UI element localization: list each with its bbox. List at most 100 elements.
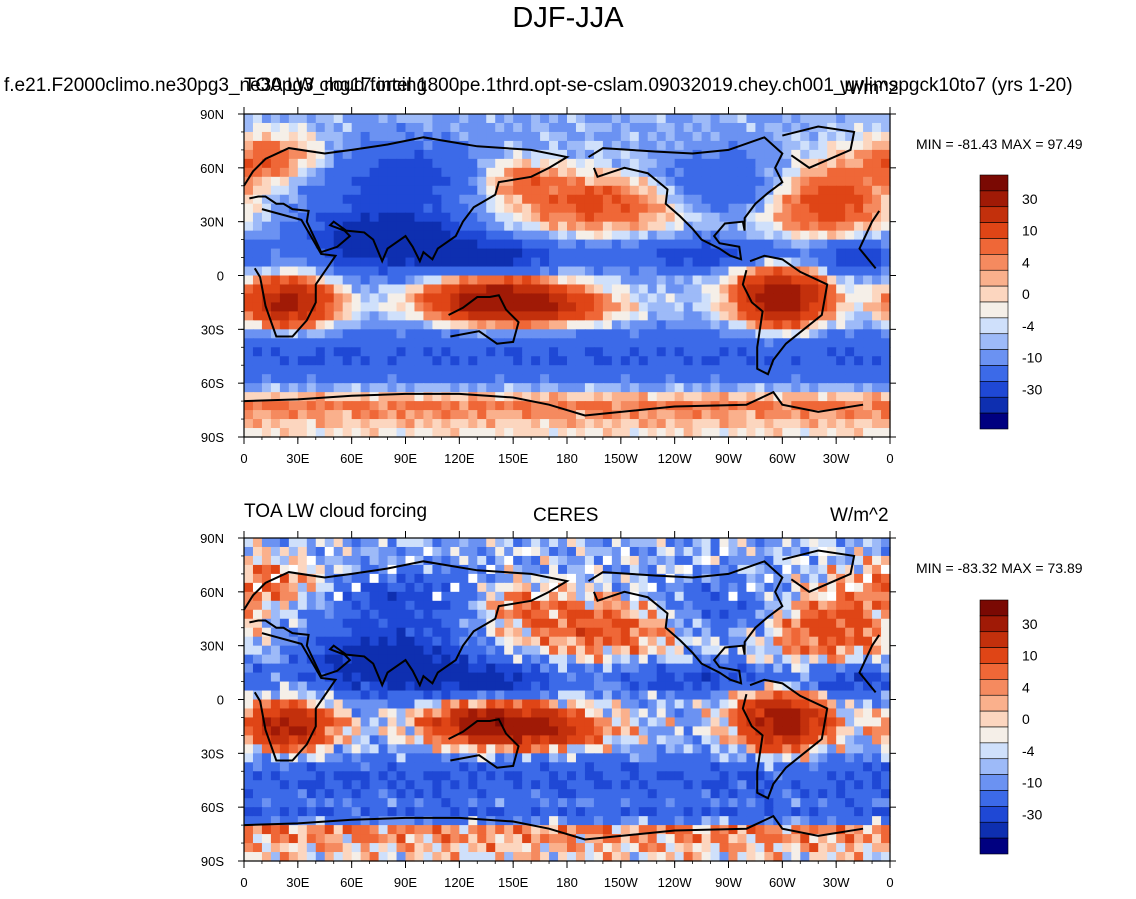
field-cell [423, 726, 434, 736]
field-cell [683, 311, 694, 321]
field-cell [540, 591, 550, 602]
field-cell [387, 230, 398, 241]
field-cell [441, 221, 451, 232]
field-cell [288, 275, 299, 286]
field-cell [836, 699, 846, 710]
field-cell [872, 392, 882, 402]
field-cell [414, 618, 425, 629]
field-cell [872, 230, 882, 241]
field-cell [414, 185, 425, 196]
field-cell [279, 735, 290, 745]
field-cell [854, 131, 864, 142]
field-cell [854, 320, 864, 330]
field-cell [306, 636, 317, 647]
field-cell [504, 122, 514, 133]
field-cell [584, 230, 595, 241]
field-cell [818, 347, 828, 357]
field-cell [665, 600, 676, 611]
field-cell [719, 681, 730, 692]
field-cell [423, 203, 434, 214]
field-cell [540, 284, 550, 295]
field-cell [593, 717, 604, 728]
field-cell [306, 230, 317, 241]
field-cell [387, 600, 398, 611]
field-cell [827, 573, 837, 584]
field-cell [261, 591, 272, 602]
field-cell [324, 329, 335, 339]
field-cell [477, 230, 487, 241]
field-cell [315, 149, 326, 160]
field-cell [369, 681, 380, 692]
field-cell [531, 726, 541, 736]
field-cell [279, 203, 290, 214]
field-cell [396, 564, 407, 575]
field-cell [836, 419, 846, 429]
field-cell [629, 212, 640, 223]
lat-label: 60N [200, 161, 224, 176]
field-cell [504, 726, 514, 736]
field-cell [881, 564, 891, 575]
field-cell [387, 293, 398, 304]
field-cell [369, 789, 380, 799]
field-cell [270, 194, 281, 205]
field-cell [549, 347, 559, 357]
field-cell [674, 663, 685, 674]
field-cell [486, 131, 496, 142]
field-cell [845, 690, 855, 701]
field-cell [567, 338, 577, 348]
field-cell [279, 293, 290, 304]
field-cell [244, 690, 254, 701]
field-cell [575, 618, 586, 629]
field-cell [647, 582, 658, 593]
field-cell [620, 609, 631, 620]
field-cell [450, 672, 460, 683]
field-cell [629, 365, 640, 375]
field-cell [360, 428, 371, 438]
field-cell [558, 401, 568, 411]
field-cell [405, 591, 416, 602]
field-cell [504, 672, 514, 683]
field-cell [791, 356, 801, 366]
field-cell [863, 428, 873, 438]
field-cell [315, 320, 326, 330]
field-cell [764, 582, 774, 593]
field-cell [432, 203, 442, 214]
field-cell [692, 248, 703, 259]
field-cell [809, 600, 819, 611]
field-cell [791, 302, 801, 312]
field-cell [647, 212, 658, 223]
field-cell [872, 555, 882, 566]
field-cell [567, 392, 577, 402]
lon-label: 150E [498, 451, 529, 466]
field-cell [854, 627, 864, 638]
field-cell [593, 194, 604, 205]
field-cell [297, 582, 308, 593]
field-cell [728, 636, 739, 647]
field-cell [261, 419, 272, 429]
field-cell [764, 374, 774, 384]
field-cell [405, 717, 416, 728]
field-cell [567, 582, 577, 593]
field-cell [270, 591, 281, 602]
field-cell [333, 546, 344, 557]
field-cell [809, 401, 819, 411]
field-cell [396, 591, 407, 602]
field-cell [414, 609, 425, 620]
field-cell [540, 789, 550, 799]
field-cell [800, 392, 810, 402]
field-cell [522, 699, 532, 710]
field-cell [809, 771, 819, 781]
field-cell [351, 203, 362, 214]
field-cell [791, 329, 801, 339]
field-cell [297, 185, 308, 196]
field-cell [863, 600, 873, 611]
field-cell [414, 302, 425, 312]
field-cell [531, 681, 541, 692]
field-cell [244, 699, 254, 710]
field-cell [324, 149, 335, 160]
field-cell [719, 302, 730, 312]
field-cell [647, 221, 658, 232]
coastline [243, 136, 570, 264]
field-cell [567, 293, 577, 304]
